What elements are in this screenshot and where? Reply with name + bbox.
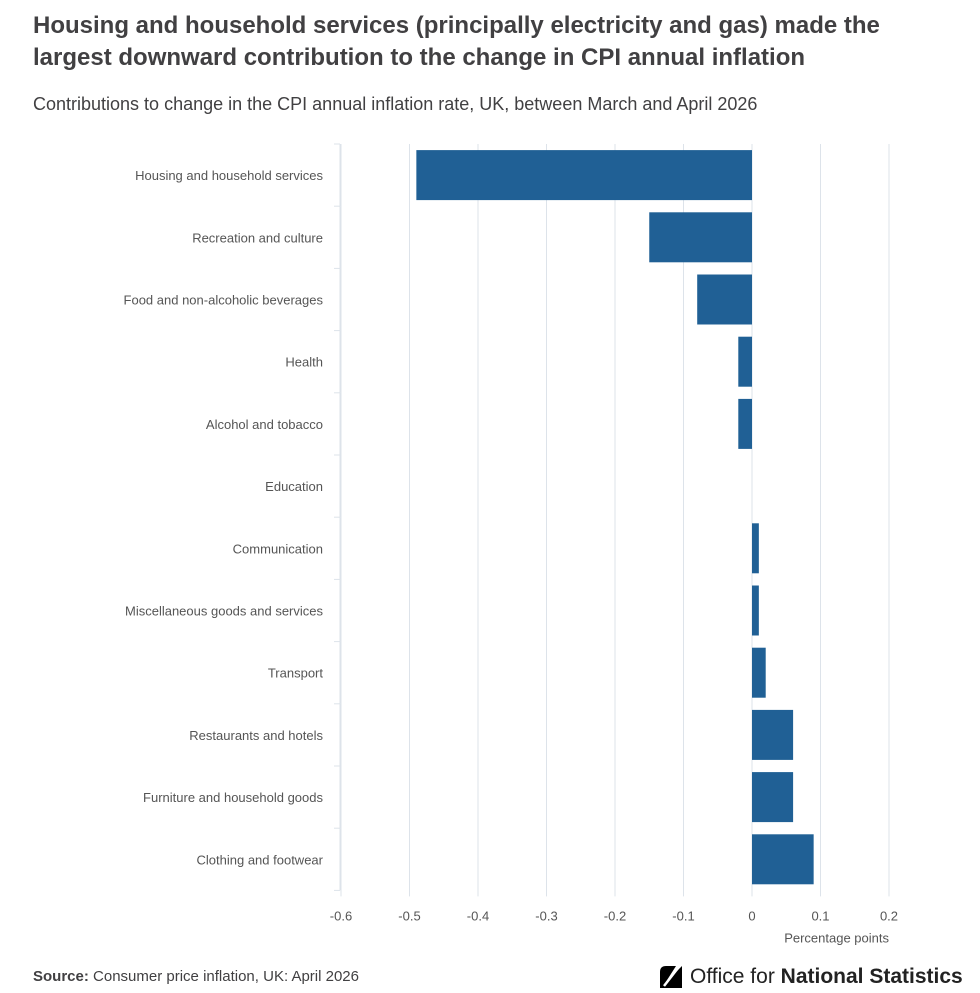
category-label: Clothing and footwear	[197, 852, 324, 867]
chart-title: Housing and household services (principa…	[33, 12, 880, 71]
category-label: Education	[265, 479, 323, 494]
category-label: Restaurants and hotels	[189, 728, 323, 743]
category-label: Communication	[233, 541, 323, 556]
x-axis-title: Percentage points	[784, 930, 889, 945]
x-tick-label: 0	[748, 908, 755, 923]
x-tick-label: -0.3	[535, 908, 557, 923]
bar-chart: Housing and household services Recreation…	[124, 143, 898, 945]
bar	[697, 274, 752, 325]
ons-logo: Office for National Statistics	[658, 962, 963, 992]
x-tick-label: -0.2	[604, 908, 626, 923]
category-label: Food and non-alcoholic beverages	[124, 293, 324, 308]
bar	[738, 336, 752, 387]
x-tick-label: 0.1	[811, 908, 829, 923]
category-label: Health	[285, 355, 323, 370]
bars	[416, 150, 814, 885]
bar	[752, 523, 759, 574]
bar	[738, 398, 752, 449]
x-tick-label: -0.4	[467, 908, 489, 923]
chart-subtitle: Contributions to change in the CPI annua…	[33, 94, 758, 114]
category-labels: Housing and household services Recreation…	[124, 168, 324, 867]
bar	[416, 150, 752, 201]
bar	[752, 709, 794, 760]
ons-logo-icon	[660, 966, 682, 988]
category-label: Recreation and culture	[192, 230, 323, 245]
bar	[752, 834, 814, 885]
source-text: Consumer price inflation, UK: April 2026	[93, 968, 359, 985]
category-label: Transport	[268, 666, 324, 681]
source-note: Source: Consumer price inflation, UK: Ap…	[33, 968, 359, 985]
logo-text-bold: National Statistics	[780, 965, 963, 988]
bar	[752, 647, 766, 698]
bar	[649, 212, 752, 263]
category-label: Alcohol and tobacco	[206, 417, 323, 432]
x-tick-label: -0.6	[330, 908, 352, 923]
category-label: Housing and household services	[135, 168, 323, 183]
x-tick-label: -0.5	[398, 908, 420, 923]
x-tick-label: -0.1	[672, 908, 694, 923]
bar	[752, 772, 794, 823]
ons-logo-text: Office for National Statistics	[690, 965, 963, 989]
x-tick-label: 0.2	[880, 908, 898, 923]
category-label: Furniture and household goods	[143, 790, 323, 805]
x-tick-labels: -0.6 -0.5 -0.4 -0.3 -0.2 -0.1 0 0.1 0.2	[330, 908, 898, 923]
logo-text-regular: Office for	[690, 965, 775, 988]
bar	[752, 585, 759, 636]
gridlines	[334, 143, 890, 897]
source-label: Source:	[33, 968, 89, 985]
category-label: Miscellaneous goods and services	[125, 604, 323, 619]
